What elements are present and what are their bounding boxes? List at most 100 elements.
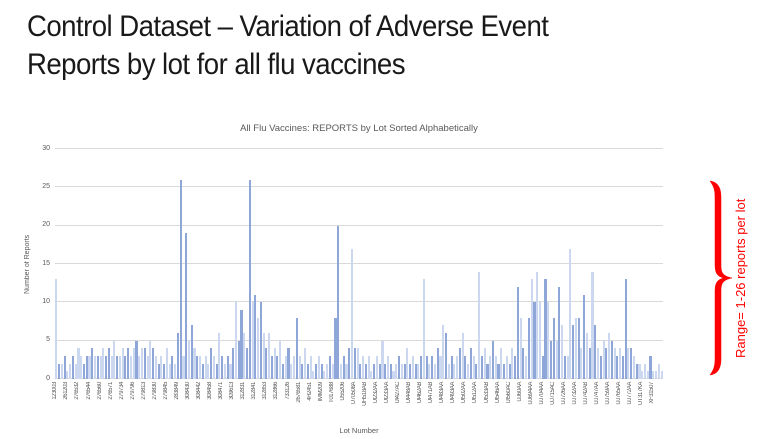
bar [400,363,403,379]
bar [580,348,583,379]
slide-title-line2: Reports by lot for all flu vaccines [27,48,406,81]
bar [461,333,464,379]
bar [58,363,61,379]
bar [381,340,384,379]
x-tick-label: UI533AB [483,382,490,404]
bar [536,271,539,379]
x-tick-label: UI427AC [395,382,402,404]
bar [530,279,533,379]
bar [420,356,423,379]
bar [185,233,188,379]
bar [118,356,121,379]
bar [353,348,356,379]
bar [143,348,146,379]
bar [458,348,461,379]
x-tick-label: 279796 [129,382,136,400]
bar [533,302,536,379]
x-tick-label: U70508A [350,382,357,405]
gridline-y5 [55,339,663,341]
bar [605,348,608,379]
bar [456,356,459,379]
bar [475,363,478,379]
bar [591,271,594,379]
bar [422,279,425,379]
bar [561,325,564,379]
bar [157,363,160,379]
bar [588,348,591,379]
bar [60,363,63,379]
x-tick-label: 312853 [262,382,269,400]
bar [259,302,262,379]
y-tick-label: 0 [46,374,50,382]
x-tick-label: 279830 [151,382,158,400]
bar [655,371,658,379]
bar [384,363,387,379]
bar [174,363,177,379]
x-tick-label: 279845 [162,382,169,400]
bar [619,348,622,379]
x-tick-label: 4H2451 [306,382,313,401]
bar [179,179,182,379]
bar [315,363,318,379]
bar [649,356,652,379]
x-tick-label: UJ759AA [605,382,612,405]
bar [160,356,163,379]
bar [538,302,542,379]
bar [624,279,627,379]
x-tick-label: 308430 [185,382,192,400]
bar [268,333,271,379]
bar [409,363,412,379]
bar [370,371,373,379]
bar [519,317,522,379]
gridline-y0 [55,378,663,379]
x-tick-label: 309613 [229,382,236,400]
x-tick-label: 276532 [74,382,81,400]
bar [334,317,337,379]
bar [190,325,193,379]
bar [223,363,226,379]
bar [450,356,453,379]
x-tick-label: UJ715AC [549,382,556,405]
bar [646,371,649,379]
bar [478,271,481,379]
bar [657,363,660,379]
bar [149,340,152,379]
bar [491,340,495,379]
bar [522,348,525,379]
bar [373,363,376,379]
bar [351,248,354,379]
x-tick-label: IMM209 [317,382,324,402]
bar [207,363,210,379]
bar [257,317,260,379]
x-tick-label: UJ726AA [560,382,567,405]
bar [348,348,351,379]
bar [63,356,66,379]
slide-title: Control Dataset – Variation of Adverse E… [27,8,726,84]
y-tick-label: 20 [42,221,50,229]
bar [290,363,293,379]
bar [254,294,257,379]
bar [500,348,503,379]
slide-title-line1: Control Dataset – Variation of Adverse E… [27,10,549,43]
x-tick-label: 2676581 [295,382,302,403]
bar [74,363,77,379]
gridline-y25 [55,186,663,188]
bar [442,325,445,379]
x-tick-label: 276560 [96,382,103,400]
bar [433,363,436,379]
bar [312,371,315,379]
bar [304,348,307,379]
bar [643,363,647,379]
bar [292,356,296,379]
bar [552,317,555,379]
bar [88,356,91,379]
bar [425,356,428,379]
bar [516,287,519,379]
bar [193,348,196,379]
bar [96,356,99,379]
bar [406,348,409,379]
bar [469,348,472,379]
bar [583,294,586,379]
bar [69,363,72,379]
x-tick-label: UI546AA [494,382,501,404]
